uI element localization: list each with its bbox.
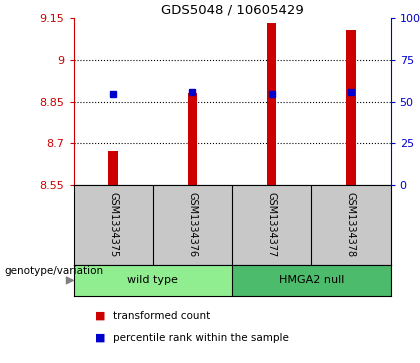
Text: genotype/variation: genotype/variation xyxy=(4,266,103,276)
Text: transformed count: transformed count xyxy=(113,311,211,321)
Bar xyxy=(346,30,356,185)
Text: GSM1334377: GSM1334377 xyxy=(267,192,277,257)
Title: GDS5048 / 10605429: GDS5048 / 10605429 xyxy=(161,4,303,17)
Bar xyxy=(267,23,276,185)
Bar xyxy=(188,93,197,185)
Bar xyxy=(108,151,118,185)
Text: ■: ■ xyxy=(94,311,105,321)
Bar xyxy=(74,265,232,296)
Text: GSM1334375: GSM1334375 xyxy=(108,192,118,257)
Text: wild type: wild type xyxy=(127,276,178,285)
Bar xyxy=(232,265,391,296)
Text: percentile rank within the sample: percentile rank within the sample xyxy=(113,333,289,343)
Text: GSM1334378: GSM1334378 xyxy=(346,192,356,257)
Text: HMGA2 null: HMGA2 null xyxy=(278,276,344,285)
Text: ■: ■ xyxy=(94,333,105,343)
Text: GSM1334376: GSM1334376 xyxy=(187,192,197,257)
